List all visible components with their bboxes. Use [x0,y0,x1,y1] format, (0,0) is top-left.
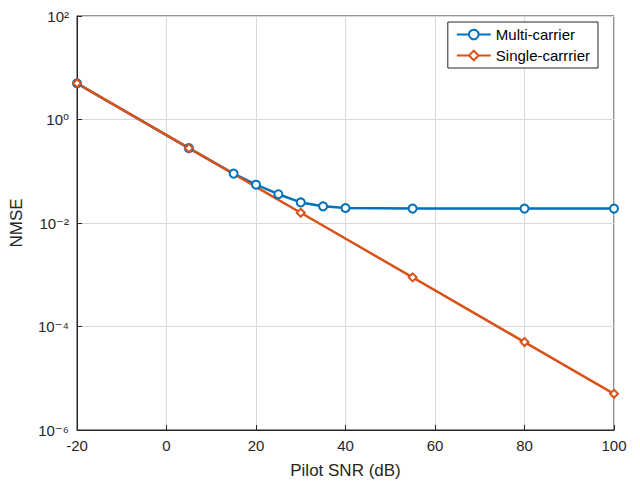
svg-text:-20: -20 [66,437,88,454]
svg-text:10⁻⁶: 10⁻⁶ [38,422,69,439]
svg-text:10⁻⁴: 10⁻⁴ [38,318,69,335]
svg-text:80: 80 [516,437,533,454]
svg-text:NMSE: NMSE [7,198,26,247]
svg-text:40: 40 [337,437,354,454]
svg-text:10²: 10² [47,8,69,25]
svg-text:10⁰: 10⁰ [46,111,69,128]
svg-text:10⁻²: 10⁻² [39,215,69,232]
svg-text:100: 100 [601,437,626,454]
svg-text:Single-carrrier: Single-carrrier [496,47,590,64]
svg-text:0: 0 [162,437,170,454]
svg-text:60: 60 [427,437,444,454]
svg-text:Multi-carrier: Multi-carrier [496,26,575,43]
svg-text:Pilot SNR (dB): Pilot SNR (dB) [290,461,401,480]
svg-text:20: 20 [248,437,265,454]
